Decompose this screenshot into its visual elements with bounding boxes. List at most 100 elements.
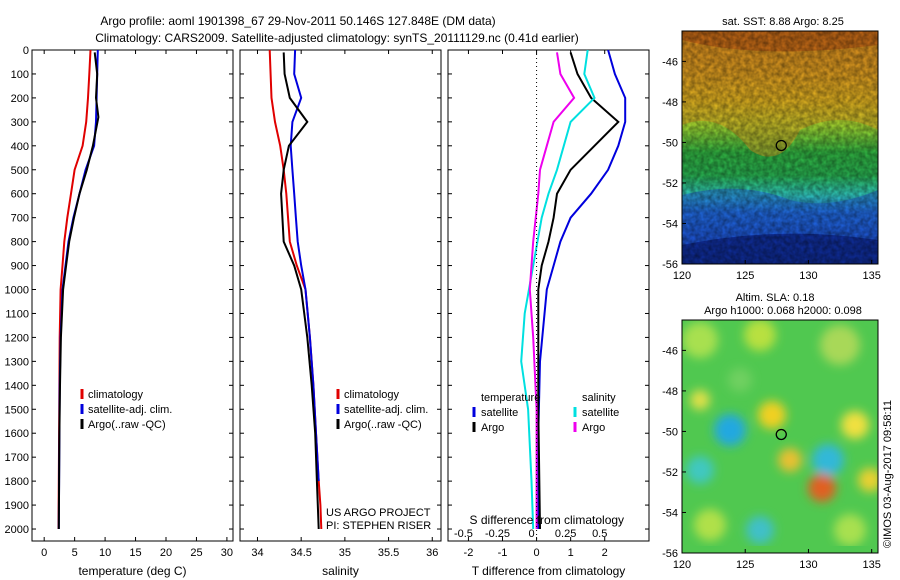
- argo-position-marker: [775, 139, 787, 152]
- sla-map-field: [682, 320, 878, 553]
- x-axis-label: salinity: [322, 564, 359, 578]
- y-tick-label: 400: [11, 141, 29, 153]
- y-tick-label: 800: [11, 237, 29, 249]
- x-tick-label: 15: [129, 547, 141, 559]
- legend-label: satellite-adj. clim.: [88, 404, 172, 416]
- series-line-temperature-satellite: [537, 49, 627, 529]
- map-y-tick-label: -46: [662, 56, 678, 68]
- map-y-tick-label: -52: [662, 467, 678, 479]
- argo-position-marker: [775, 428, 787, 441]
- plot-frame: [239, 49, 442, 542]
- map-y-tick-label: -48: [662, 97, 678, 109]
- y-tick-label: 100: [11, 69, 29, 81]
- sst-map-panel: sat. SST: 8.88 Argo: 8.25 120 125 130 135 -4…: [662, 16, 881, 282]
- series-line-argo-raw-qc-: [57, 52, 100, 530]
- title-line-2: Climatology: CARS2009. Satellite-adjuste…: [95, 31, 579, 45]
- legend-label: Argo(..raw -QC): [344, 419, 422, 431]
- x-axis-label: T difference from climatology: [472, 564, 626, 578]
- map-x-tick-label: 125: [736, 559, 754, 571]
- s-diff-tick-label: 0.25: [555, 528, 576, 540]
- map-y-tick-label: -56: [662, 259, 678, 271]
- legend-label: climatology: [88, 389, 144, 401]
- plot-frame: [447, 49, 650, 542]
- x-tick-label: 36: [426, 547, 438, 559]
- y-tick-label: 1500: [5, 404, 29, 416]
- imos-timestamp: ©IMOS 03-Aug-2017 09:58:11: [882, 400, 894, 548]
- y-tick-label: 500: [11, 165, 29, 177]
- x-tick-label: 35: [339, 547, 351, 559]
- y-tick-label: 1100: [5, 308, 29, 320]
- map-x-tick-label: 130: [799, 270, 817, 282]
- sla-map-title: Altim. SLA: 0.18: [736, 292, 815, 304]
- x-tick-label: 0: [534, 547, 540, 559]
- x-tick-label: 2: [602, 547, 608, 559]
- legend-label: Argo(..raw -QC): [88, 419, 166, 431]
- map-x-tick-label: 120: [673, 270, 691, 282]
- y-tick-label: 1300: [5, 356, 29, 368]
- y-tick-label: 1000: [5, 285, 29, 297]
- y-tick-label: 1400: [5, 380, 29, 392]
- y-tick-label: 200: [11, 93, 29, 105]
- y-tick-label: 0: [23, 45, 29, 57]
- x-tick-label: 1: [568, 547, 574, 559]
- map-y-tick-label: -50: [662, 426, 678, 438]
- map-y-tick-label: -50: [662, 137, 678, 149]
- x-tick-label: 0: [41, 547, 47, 559]
- legend-label: satellite-adj. clim.: [344, 404, 428, 416]
- legend-label: climatology: [344, 389, 400, 401]
- sla-map-frame: [681, 319, 879, 554]
- s-diff-tick-label: -0.5: [454, 528, 473, 540]
- series-line-climatology: [268, 49, 323, 530]
- map-x-tick-label: 120: [673, 559, 691, 571]
- x-tick-label: 30: [221, 547, 233, 559]
- credit-project: US ARGO PROJECT: [326, 507, 431, 519]
- y-tick-label: 1800: [5, 476, 29, 488]
- map-y-tick-label: -48: [662, 386, 678, 398]
- x-tick-label: -1: [498, 547, 508, 559]
- map-x-tick-label: 135: [862, 270, 880, 282]
- title-line-1: Argo profile: aoml 1901398_67 29-Nov-201…: [100, 14, 495, 28]
- sla-map-panel: Altim. SLA: 0.18 Argo h1000: 0.068 h2000…: [662, 292, 881, 571]
- series-line-argo-raw-qc-: [280, 52, 320, 530]
- y-tick-label: 1600: [5, 428, 29, 440]
- map-y-tick-label: -54: [662, 507, 678, 519]
- x-tick-label: 34: [251, 547, 263, 559]
- legend-salinity-header: salinity: [582, 392, 616, 404]
- y-tick-label: 300: [11, 117, 29, 129]
- y-tick-label: 700: [11, 213, 29, 225]
- y-tick-label: 600: [11, 189, 29, 201]
- series-line-salinity-satellite: [520, 49, 596, 530]
- x-tick-label: 35.5: [378, 547, 399, 559]
- sst-map-frame: [681, 30, 879, 265]
- series-line-salinity-argo: [528, 52, 576, 529]
- map-y-tick-label: -54: [662, 218, 678, 230]
- map-y-tick-label: -52: [662, 178, 678, 190]
- map-x-tick-label: 130: [799, 559, 817, 571]
- y-tick-label: 900: [11, 261, 29, 273]
- y-tick-label: 1200: [5, 332, 29, 344]
- sst-map-field: [682, 31, 878, 264]
- x-tick-label: 5: [72, 547, 78, 559]
- s-diff-axis-label: S difference from climatology: [470, 513, 625, 527]
- map-x-tick-label: 135: [862, 559, 880, 571]
- plot-frame: [31, 49, 234, 542]
- map-y-tick-label: -46: [662, 345, 678, 357]
- legend-temperature-header: temperature: [481, 392, 540, 404]
- credit-pi: PI: STEPHEN RISER: [326, 520, 431, 532]
- s-diff-tick-label: 0: [529, 528, 535, 540]
- series-line-satellite-adj-clim-: [57, 49, 99, 530]
- x-axis-label: temperature (deg C): [78, 564, 186, 578]
- map-y-tick-label: -56: [662, 548, 678, 560]
- series-line-temperature-argo: [537, 52, 620, 530]
- profile-panel-2: 34 34.5 35 35.5 36 salinity climatology satelli…: [239, 49, 442, 578]
- y-tick-label: 1900: [5, 500, 29, 512]
- legend-label: Argo: [481, 422, 504, 434]
- legend-label: satellite: [582, 407, 619, 419]
- y-tick-label: 2000: [5, 524, 29, 536]
- x-tick-label: 34.5: [290, 547, 311, 559]
- s-diff-tick-label: -0.25: [485, 528, 510, 540]
- series-line-satellite-adj-clim-: [289, 49, 320, 482]
- x-tick-label: -2: [464, 547, 474, 559]
- legend-label: satellite: [481, 407, 518, 419]
- profile-panel-3: -2 -1 0 1 2 T difference from climatology -0.5…: [447, 49, 650, 578]
